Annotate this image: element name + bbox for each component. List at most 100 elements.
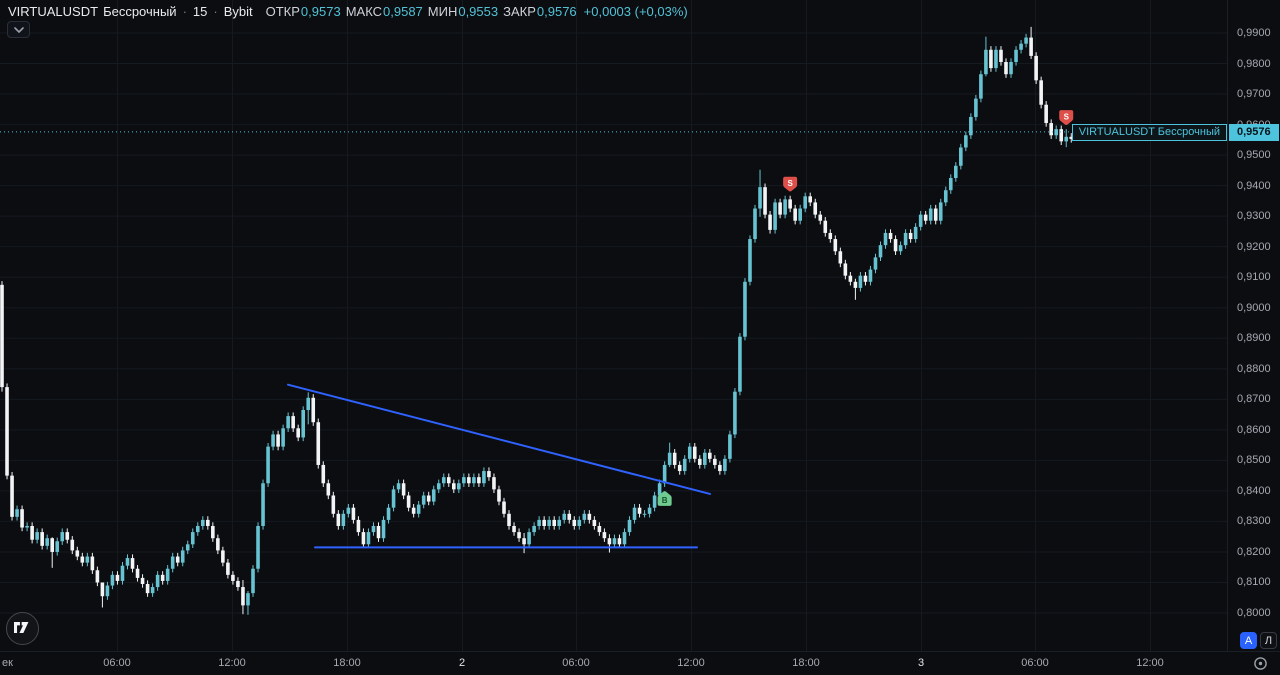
high-label: МАКС [345, 4, 383, 19]
candle [15, 505, 19, 521]
time-axis[interactable]: ек 06:00 12:00 18:00 2 06:00 12:00 18:00 3 06:00 1… [0, 651, 1280, 675]
candle [592, 516, 597, 530]
candle [587, 510, 592, 524]
candle [833, 235, 838, 255]
price-axis-label: 0,9100 [1237, 271, 1271, 284]
candle [306, 392, 311, 425]
interval-label[interactable]: 15 [192, 4, 208, 19]
candle [768, 210, 772, 234]
candle [522, 533, 526, 554]
candle [115, 571, 120, 585]
tradingview-logo[interactable] [6, 612, 39, 645]
candle [356, 516, 361, 536]
candle [436, 479, 441, 494]
candle [652, 491, 657, 512]
sell-marker[interactable]: S [1059, 110, 1074, 125]
candle [667, 442, 672, 468]
log-scale-button[interactable]: Л [1260, 632, 1277, 649]
candle [788, 195, 792, 213]
last-price-label: 0,9576 [1229, 124, 1279, 141]
candle [416, 500, 421, 518]
legend-collapse-button[interactable] [7, 21, 30, 38]
candle [878, 241, 883, 262]
candle [974, 94, 978, 121]
candle [532, 522, 536, 536]
candle [502, 497, 506, 518]
time-axis-label: 12:00 [677, 657, 705, 669]
candle [165, 565, 170, 585]
symbol-title[interactable]: VIRTUALUSDT [8, 4, 99, 19]
candle [231, 571, 235, 585]
svg-text:S: S [1064, 113, 1070, 122]
candle [798, 204, 802, 225]
candle [813, 198, 818, 219]
candle [120, 562, 125, 585]
candle [180, 546, 185, 567]
candle [45, 534, 49, 550]
descending-trendline[interactable] [287, 383, 711, 495]
candle [637, 504, 642, 518]
candle [301, 406, 305, 442]
candle [421, 491, 426, 509]
candle [467, 473, 471, 487]
candle [1034, 52, 1038, 84]
candle [627, 516, 632, 536]
candle [923, 210, 928, 225]
candle [311, 394, 316, 426]
candle [883, 229, 888, 249]
price-axis-label: 0,9700 [1237, 88, 1271, 101]
chart-legend: VIRTUALUSDT Бессрочный · 15 · Bybit ОТКР… [8, 4, 688, 19]
candle [150, 583, 155, 597]
candle [984, 36, 988, 77]
candle [105, 581, 110, 600]
auto-scale-button[interactable]: А [1240, 632, 1257, 649]
time-axis-label: 12:00 [218, 657, 246, 669]
candlestick-chart[interactable]: S S B [0, 0, 1228, 652]
candle [1064, 129, 1069, 148]
candle [201, 516, 205, 530]
candle [175, 552, 180, 567]
candle [994, 46, 998, 72]
candle [803, 192, 807, 213]
candle [477, 473, 481, 487]
candle [35, 528, 39, 544]
candle [125, 554, 130, 570]
candle [597, 522, 602, 536]
buy-marker[interactable]: B [657, 491, 672, 506]
price-axis-label: 0,9800 [1237, 57, 1271, 70]
candle [552, 516, 556, 530]
high-value: 0,9587 [383, 4, 423, 19]
candle [216, 534, 220, 555]
price-axis-label: 0,8300 [1237, 515, 1271, 528]
candle [989, 46, 993, 72]
candle [391, 485, 396, 512]
candle [723, 455, 727, 475]
candle [873, 253, 878, 274]
candle [708, 449, 712, 463]
candle [155, 571, 160, 591]
price-axis-label: 0,8200 [1237, 545, 1271, 558]
candle [271, 430, 275, 451]
sell-marker[interactable]: S [783, 176, 798, 192]
candle [1044, 101, 1048, 127]
candle [1049, 119, 1053, 139]
price-axis-label: 0,8600 [1237, 423, 1271, 436]
candle [733, 388, 737, 439]
candle [246, 591, 250, 615]
candle [75, 546, 80, 561]
candle [160, 571, 165, 585]
candle [853, 278, 858, 300]
svg-text:S: S [787, 179, 793, 188]
candle [542, 516, 546, 530]
candle [783, 195, 787, 219]
symbol-price-flag[interactable]: VIRTUALUSDT Бессрочный [1071, 124, 1227, 141]
candle [276, 430, 280, 451]
candle [703, 449, 707, 469]
price-axis[interactable]: 0,99000,98000,97000,96000,95000,94000,93… [1227, 0, 1280, 652]
candle [462, 473, 466, 487]
candle [647, 504, 652, 518]
candle [577, 516, 582, 530]
candle [969, 113, 973, 139]
settings-gear-icon[interactable] [1252, 655, 1269, 672]
candle [567, 510, 572, 524]
